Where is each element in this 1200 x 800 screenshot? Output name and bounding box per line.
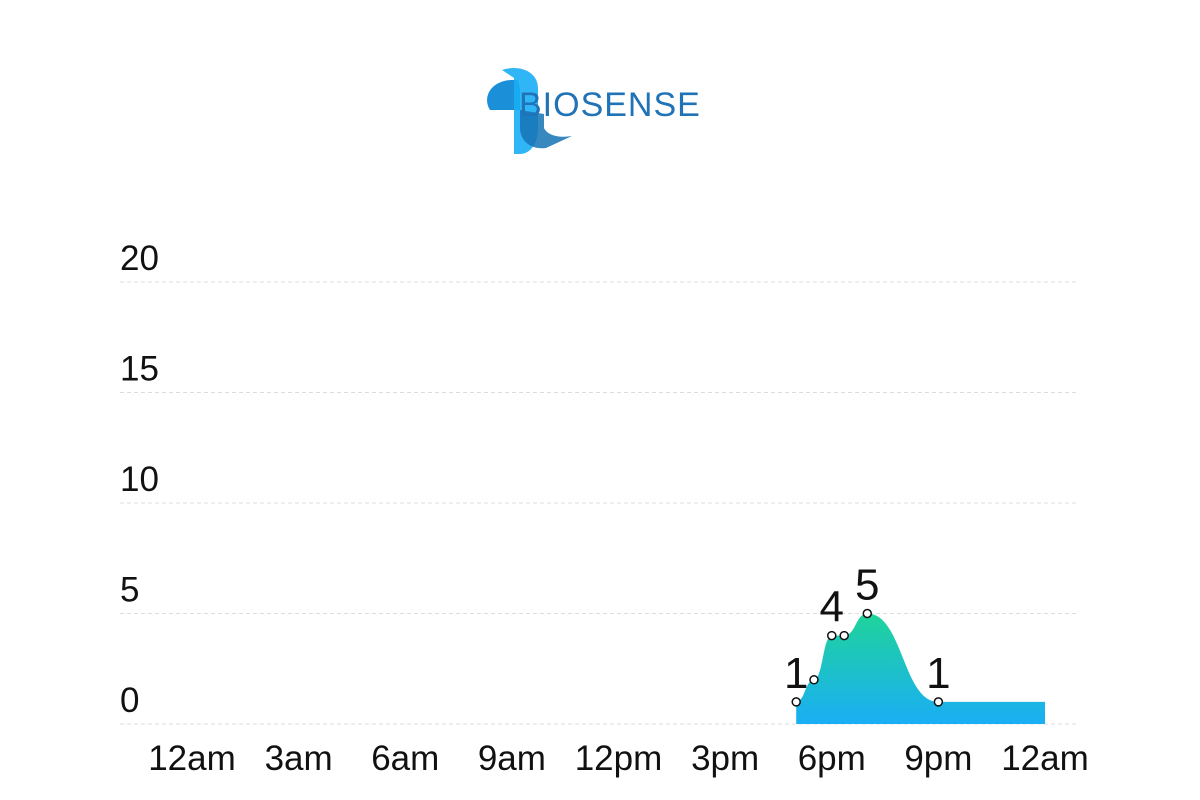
x-tick-label: 12am (1001, 739, 1089, 778)
data-point (809, 675, 819, 685)
data-point (933, 697, 944, 707)
y-tick-label: 15 (120, 350, 159, 389)
data-point (791, 697, 801, 707)
x-tick-label: 3pm (691, 739, 759, 778)
logo-mark-icon (487, 68, 572, 154)
data-label: 1 (784, 649, 808, 698)
x-tick-label: 12pm (575, 739, 663, 778)
data-point (862, 608, 873, 619)
x-tick-label: 9pm (904, 739, 972, 778)
x-axis: 12am 3am 6am 9am 12pm 3pm 6pm 9pm 12am (148, 739, 1089, 778)
data-point (827, 630, 837, 641)
y-tick-label: 0 (120, 681, 139, 720)
x-tick-label: 9am (478, 739, 546, 778)
biosense-logo (487, 68, 572, 154)
data-label: 4 (820, 583, 844, 632)
x-tick-label: 3am (265, 739, 333, 778)
data-labels: 14 51 (784, 561, 951, 698)
series (791, 608, 1045, 724)
grid-lines (120, 281, 1076, 725)
y-tick-label: 20 (120, 239, 159, 278)
x-tick-label: 6pm (798, 739, 866, 778)
y-axis: 0 5 10 15 20 (120, 239, 159, 720)
x-tick-label: 12am (148, 739, 236, 778)
data-label: 1 (926, 649, 950, 698)
y-tick-label: 10 (120, 460, 159, 499)
data-label: 5 (855, 561, 879, 610)
y-tick-label: 5 (120, 571, 139, 610)
area-series (796, 613, 1045, 724)
data-point (839, 630, 849, 641)
x-tick-label: 6am (371, 739, 439, 778)
brand-name: BIOSENSE (519, 86, 701, 124)
